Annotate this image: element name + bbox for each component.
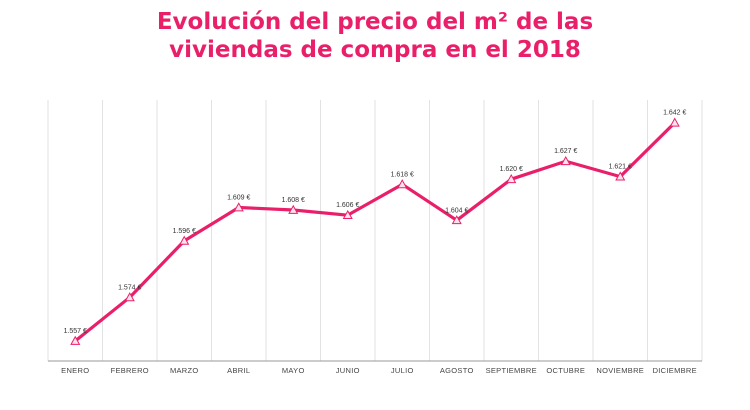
data-point-marker bbox=[615, 171, 626, 181]
data-point-marker bbox=[179, 235, 190, 245]
x-tick-label: JUNIO bbox=[336, 366, 360, 375]
data-value-label: 1.642 € bbox=[663, 110, 686, 117]
chart-title-line-2: viviendas de compra en el 2018 bbox=[169, 37, 581, 63]
data-value-label: 1.609 € bbox=[227, 194, 250, 201]
data-point-marker bbox=[669, 117, 680, 127]
x-tick-label: ABRIL bbox=[227, 366, 250, 375]
x-tick-label: NOVIEMBRE bbox=[596, 366, 644, 375]
data-point-markers bbox=[70, 117, 680, 345]
data-point-marker bbox=[397, 179, 408, 189]
data-value-label: 1.608 € bbox=[282, 197, 305, 204]
data-value-label: 1.620 € bbox=[500, 166, 523, 173]
data-point-marker bbox=[506, 173, 517, 184]
data-value-label: 1.618 € bbox=[391, 171, 414, 178]
data-value-labels: 1.557 € 1.574 € 1.596 € 1.609 € 1.608 € 1.606… bbox=[64, 110, 687, 335]
x-tick-label: DICIEMBRE bbox=[653, 366, 697, 375]
data-point-marker bbox=[233, 202, 244, 212]
data-value-label: 1.627 € bbox=[554, 148, 577, 155]
data-point-marker bbox=[70, 335, 81, 345]
price-series-line bbox=[73, 121, 677, 343]
data-value-label: 1.596 € bbox=[173, 228, 196, 235]
data-point-marker bbox=[451, 215, 462, 225]
data-point-marker bbox=[342, 209, 353, 220]
data-point-marker bbox=[124, 292, 135, 302]
data-value-label: 1.621 € bbox=[609, 164, 632, 171]
data-value-label: 1.604 € bbox=[445, 207, 468, 214]
data-value-label: 1.574 € bbox=[118, 284, 141, 291]
data-point-marker bbox=[560, 155, 571, 166]
x-tick-label: OCTUBRE bbox=[546, 366, 585, 375]
x-tick-label: JULIO bbox=[391, 366, 414, 375]
x-tick-label: AGOSTO bbox=[440, 366, 474, 375]
x-tick-label: MAYO bbox=[282, 366, 305, 375]
x-axis-tick-labels: ENERO FEBRERO MARZO ABRIL MAYO JUNIO JULIO AGOS… bbox=[61, 366, 697, 375]
x-tick-label: SEPTIEMBRE bbox=[486, 366, 537, 375]
vertical-grid bbox=[47, 100, 703, 361]
chart-title-line-1: Evolución del precio del m² de las bbox=[156, 9, 594, 35]
chart-title: Evolución del precio del m² de las vivie… bbox=[0, 8, 750, 64]
data-value-label: 1.606 € bbox=[336, 202, 359, 209]
x-tick-label: MARZO bbox=[170, 366, 199, 375]
x-tick-label: ENERO bbox=[61, 366, 89, 375]
data-value-label: 1.557 € bbox=[64, 328, 87, 335]
x-tick-label: FEBRERO bbox=[111, 366, 149, 375]
data-point-marker bbox=[288, 204, 299, 214]
